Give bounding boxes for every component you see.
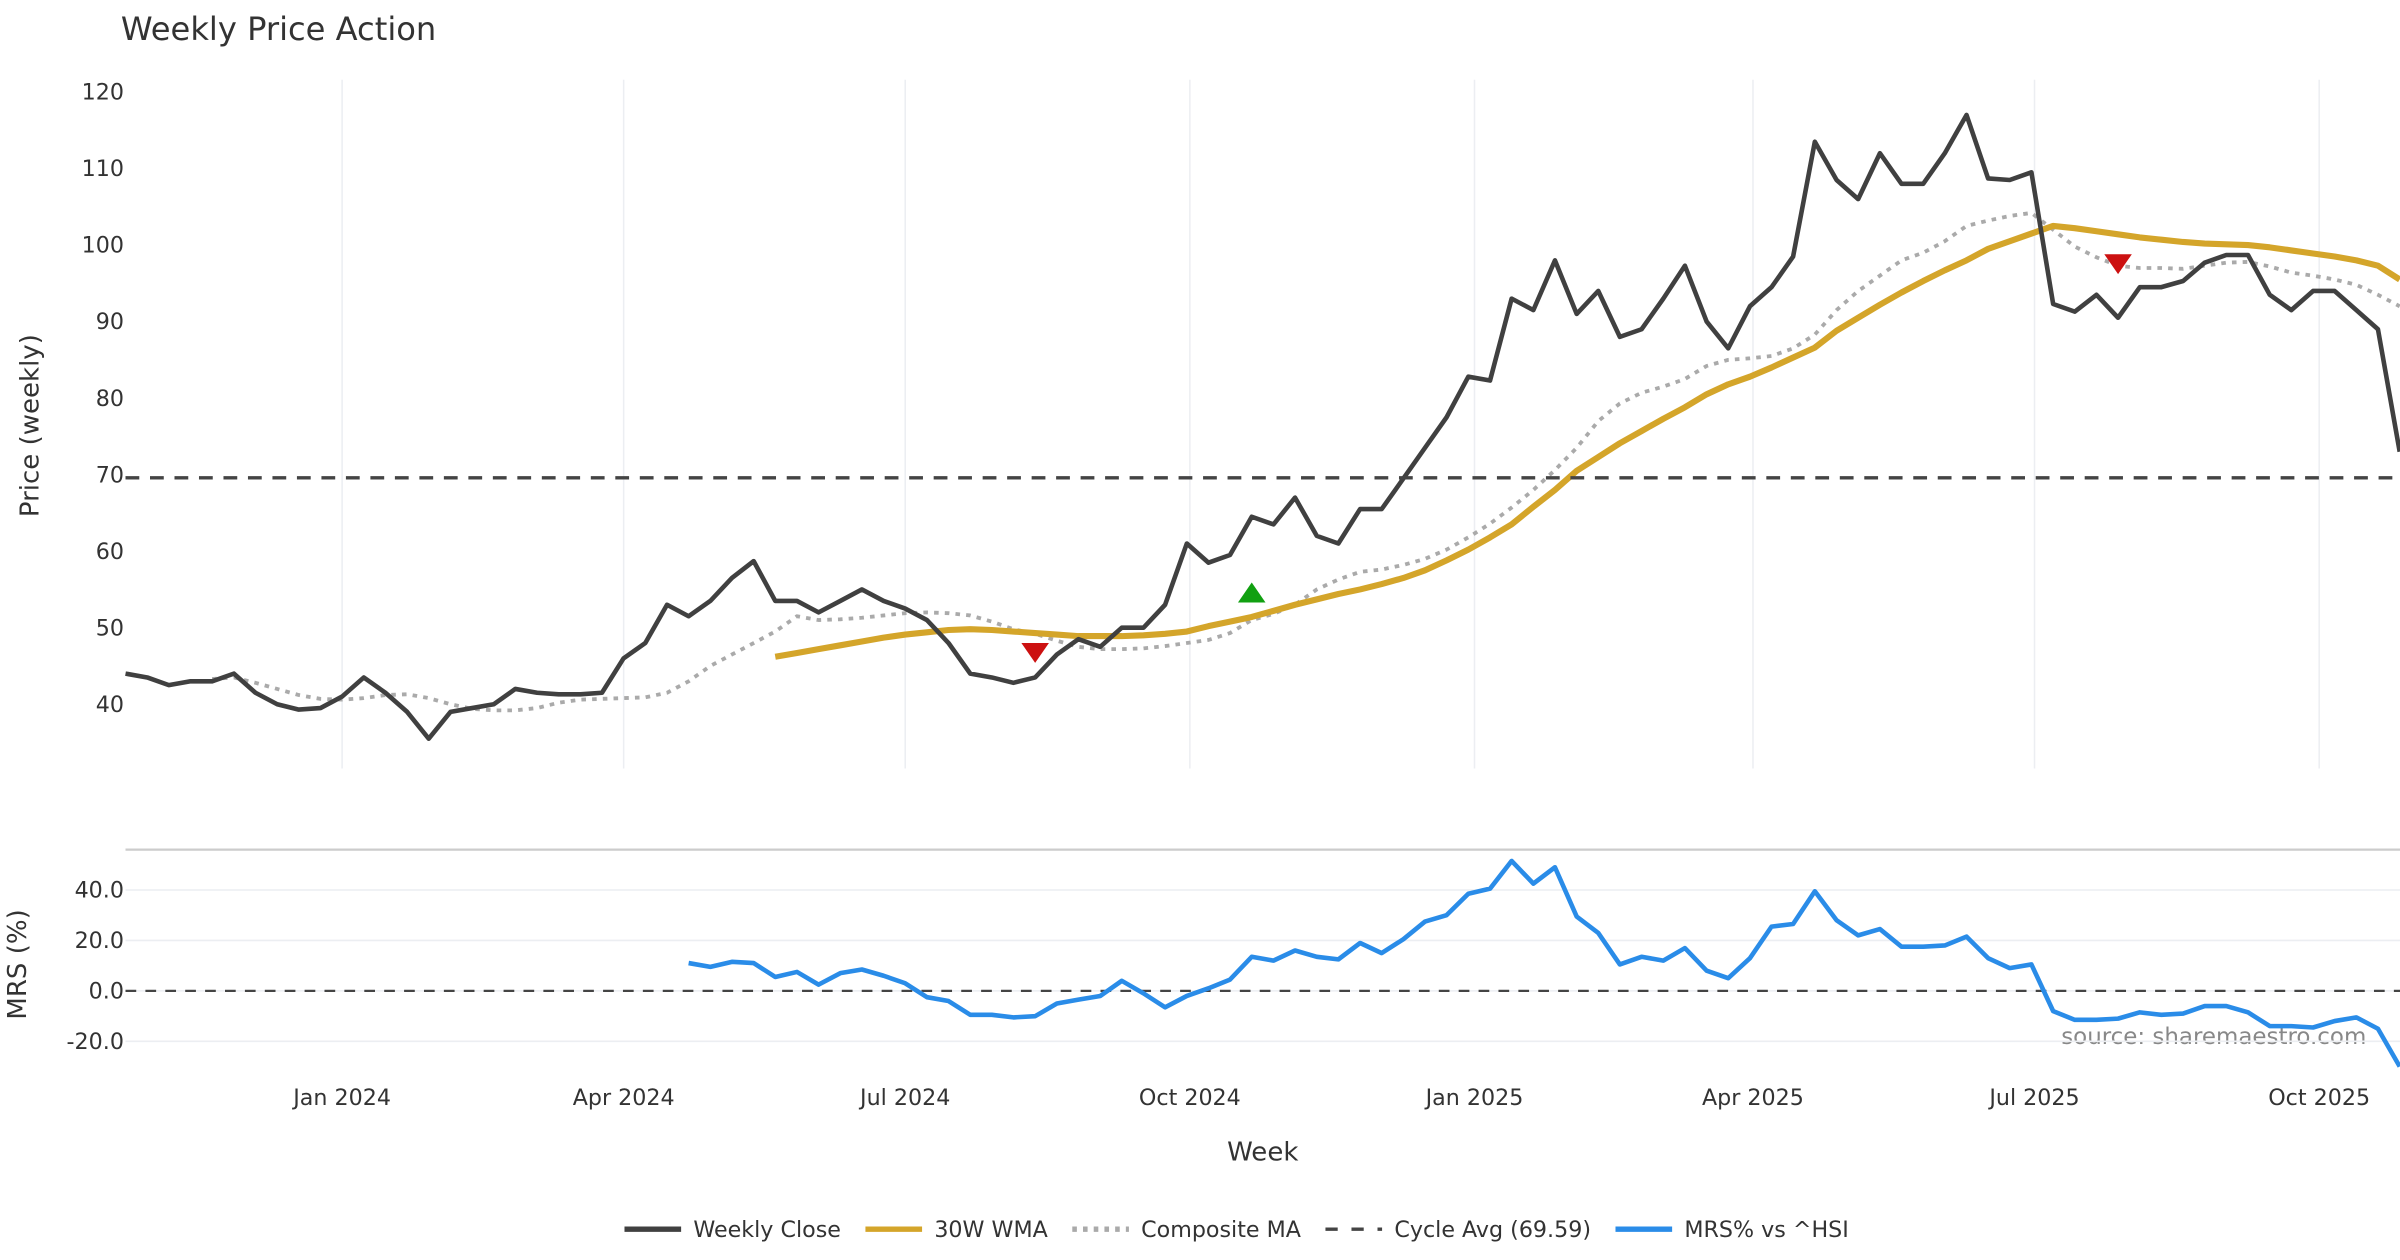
price-tick-label: 120 bbox=[82, 80, 124, 106]
price-tick-label: 110 bbox=[82, 156, 124, 182]
chart-title: Weekly Price Action bbox=[121, 10, 436, 48]
series-30w-wma bbox=[774, 222, 2400, 660]
mrs-tick-label: -20.0 bbox=[67, 1029, 124, 1055]
price-axis-label: Price (weekly) bbox=[15, 334, 45, 517]
series-mrs-vs-hsi bbox=[688, 858, 2400, 1068]
sell-signal-marker bbox=[2104, 254, 2132, 275]
mrs-tick-label: 20.0 bbox=[75, 928, 124, 954]
sell-signal-marker bbox=[1021, 643, 1049, 663]
buy-signal-marker bbox=[1237, 582, 1266, 603]
series-weekly-close bbox=[125, 112, 2400, 741]
mrs-axis-label: MRS (%) bbox=[3, 909, 33, 1019]
series-composite-ma bbox=[212, 210, 2400, 713]
x-tick-label: Oct 2025 bbox=[2268, 1085, 2370, 1111]
mrs-tick-label: 40.0 bbox=[75, 878, 124, 904]
legend-label: Composite MA bbox=[1141, 1217, 1301, 1243]
legend-item: MRS% vs ^HSI bbox=[1615, 1217, 1849, 1243]
legend-item: Cycle Avg (69.59) bbox=[1325, 1217, 1591, 1243]
price-tick-label: 90 bbox=[96, 309, 124, 335]
x-tick-label: Jan 2025 bbox=[1424, 1085, 1524, 1111]
price-tick-label: 60 bbox=[96, 539, 124, 565]
price-tick-label: 80 bbox=[96, 386, 124, 412]
x-tick-label: Jan 2024 bbox=[291, 1085, 391, 1111]
legend-item: 30W WMA bbox=[865, 1217, 1048, 1243]
x-tick-label: Oct 2024 bbox=[1139, 1085, 1241, 1111]
price-tick-label: 40 bbox=[96, 692, 124, 718]
price-tick-label: 70 bbox=[96, 462, 124, 488]
legend-item: Composite MA bbox=[1072, 1217, 1301, 1243]
x-tick-label: Jul 2024 bbox=[858, 1085, 950, 1111]
price-tick-label: 50 bbox=[96, 615, 124, 641]
mrs-tick-label: 0.0 bbox=[89, 979, 124, 1005]
x-tick-label: Apr 2024 bbox=[573, 1085, 675, 1111]
legend-label: MRS% vs ^HSI bbox=[1684, 1217, 1848, 1243]
x-tick-label: Apr 2025 bbox=[1702, 1085, 1804, 1111]
source-label: source: sharemaestro.com bbox=[2061, 1024, 2366, 1050]
x-tick-label: Jul 2025 bbox=[1987, 1085, 2079, 1111]
x-axis-label: Week bbox=[1227, 1137, 1298, 1167]
price-tick-label: 100 bbox=[82, 233, 124, 259]
legend-item: Weekly Close bbox=[624, 1217, 841, 1243]
legend-label: Weekly Close bbox=[693, 1217, 841, 1243]
legend-label: Cycle Avg (69.59) bbox=[1394, 1217, 1591, 1243]
legend-label: 30W WMA bbox=[934, 1217, 1047, 1243]
